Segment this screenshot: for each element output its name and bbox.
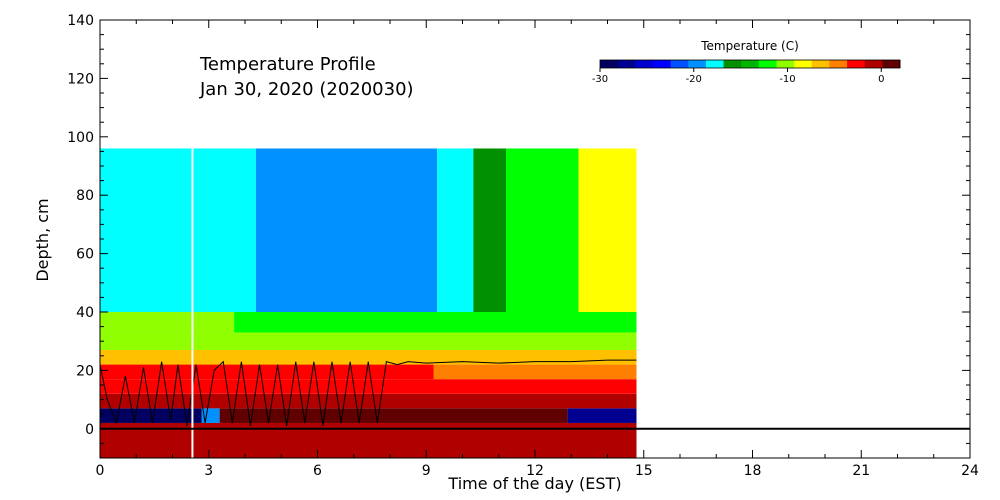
x-tick-label: 3 (204, 463, 213, 479)
heatmap-cell (100, 312, 235, 333)
heatmap-cell (578, 148, 637, 312)
x-tick-label: 15 (635, 463, 653, 479)
colorbar-swatch (811, 60, 830, 68)
colorbar-tick-label: -30 (592, 74, 608, 85)
colorbar-swatch (864, 60, 883, 68)
chart-title: Temperature Profile (199, 54, 376, 75)
y-tick-label: 80 (76, 188, 94, 204)
colorbar-tick-label: -10 (779, 74, 795, 85)
colorbar-swatch (670, 60, 689, 68)
heatmap-cell (506, 148, 579, 312)
heatmap-cell (100, 379, 637, 394)
colorbar-frame (599, 59, 901, 69)
y-tick-label: 0 (85, 422, 94, 438)
colorbar: -30 -20 -10 0 (592, 59, 901, 85)
colorbar-swatch (882, 60, 901, 68)
colorbar-swatch (741, 60, 760, 68)
x-tick-label: 21 (852, 463, 870, 479)
colorbar-swatch (776, 60, 795, 68)
y-tick-label: 120 (67, 71, 94, 87)
heatmap-cell (219, 408, 568, 423)
x-tick-label: 0 (96, 463, 105, 479)
colorbar-label: Temperature (C) (700, 39, 799, 53)
y-tick-label: 100 (67, 130, 94, 146)
colorbar-swatch (829, 60, 848, 68)
heatmap-cell (100, 422, 390, 429)
heatmap-cell (473, 148, 506, 312)
heatmap-cell (390, 422, 637, 429)
colorbar-tick-label: 0 (878, 74, 884, 85)
y-tick-label: 60 (76, 247, 94, 263)
chart-subtitle: Jan 30, 2020 (2020030) (199, 79, 414, 100)
colorbar-swatch (600, 60, 619, 68)
x-tick-label: 18 (744, 463, 762, 479)
colorbar-swatch (617, 60, 636, 68)
colorbar-tick-label: -20 (686, 74, 702, 85)
x-tick-label: 24 (961, 463, 979, 479)
axes: 0 3 6 9 12 15 18 21 24 0 20 40 60 80 100 120 140 (67, 13, 979, 479)
snow-depth-series (99, 359, 637, 426)
y-axis-label: Depth, cm (33, 198, 52, 281)
colorbar-swatch (635, 60, 654, 68)
heatmap-cell (234, 312, 637, 333)
heatmap-cell (100, 428, 637, 458)
heatmap-layers (100, 148, 637, 458)
colorbar-swatch (688, 60, 707, 68)
heatmap-cell (437, 148, 474, 312)
heatmap-cell (100, 393, 637, 409)
heatmap-cell (100, 364, 434, 380)
colorbar-swatch (758, 60, 777, 68)
x-tick-label: 12 (526, 463, 544, 479)
heatmap-cell (100, 408, 202, 423)
heatmap-cell (100, 332, 637, 350)
colorbar-swatch (705, 60, 725, 68)
snow-depth-line (99, 148, 970, 458)
heatmap-cell (100, 349, 637, 365)
colorbar-swatch (847, 60, 866, 68)
x-tick-label: 9 (422, 463, 431, 479)
heatmap-cell (100, 148, 256, 312)
heatmap-cell (255, 148, 438, 312)
x-axis-label: Time of the day (EST) (447, 474, 621, 493)
colorbar-swatch (723, 60, 742, 68)
y-tick-label: 40 (76, 305, 94, 321)
y-tick-label: 20 (76, 363, 94, 379)
heatmap-cell (567, 408, 637, 423)
colorbar-swatch (652, 60, 672, 68)
y-tick-label: 140 (67, 13, 94, 29)
colorbar-swatch (794, 60, 813, 68)
x-tick-label: 6 (313, 463, 322, 479)
heatmap-cell (433, 364, 637, 380)
